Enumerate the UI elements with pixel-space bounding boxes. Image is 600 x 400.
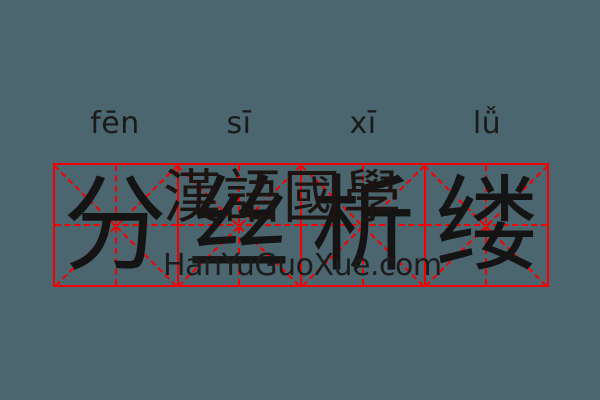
vertical-guide — [485, 165, 488, 285]
pinyin-syllable-2: sī — [226, 106, 252, 141]
horizontal-guide — [425, 224, 547, 226]
grid-cell-1 — [53, 165, 179, 287]
grid-cell-4 — [423, 165, 549, 287]
vertical-guide — [238, 165, 241, 285]
mi-zi-ge-grid — [53, 163, 549, 287]
horizontal-guide — [55, 224, 177, 226]
vertical-guide — [114, 165, 117, 285]
vertical-guide — [361, 165, 364, 285]
grid-cell-3 — [300, 165, 426, 287]
horizontal-guide — [178, 224, 300, 226]
horizontal-guide — [302, 224, 424, 226]
diagonal-guide-down — [423, 165, 548, 287]
diagonal-guide-down — [176, 165, 301, 287]
grid-cell-2 — [176, 165, 302, 287]
pinyin-syllable-1: fēn — [90, 106, 140, 141]
pinyin-row: fēn sī xī lǚ — [53, 100, 549, 148]
diagonal-guide-down — [300, 165, 424, 287]
diagonal-guide-up — [425, 165, 549, 287]
pinyin-syllable-3: xī — [349, 106, 377, 141]
pinyin-syllable-4: lǚ — [472, 106, 502, 141]
diagonal-guide-up — [178, 165, 302, 287]
diagonal-guide-down — [53, 165, 177, 287]
diagonal-guide-up — [301, 165, 426, 287]
diagonal-guide-up — [54, 165, 179, 287]
